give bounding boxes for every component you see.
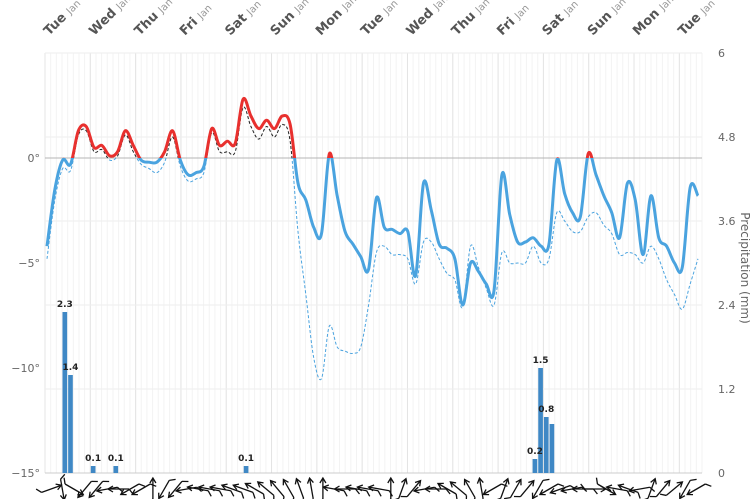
precipitation-bar [532,459,538,473]
wind-arrow [356,484,382,497]
day-label: Wed Jan [87,0,134,39]
wind-arrow [449,481,468,499]
wind-arrow [476,476,484,499]
day-label: Fri Jan [494,1,532,39]
wind-arrow [659,481,684,497]
wind-arrow [174,486,202,494]
day-label: Mon Jan [630,0,677,39]
precipitation-label: 0.1 [85,454,101,464]
day-label: Mon Jan [313,0,360,39]
day-label: Thu Jan [132,0,176,39]
precipitation-bar [113,466,119,473]
day-label: Sat Jan [222,0,264,39]
precipitation-bar [62,312,68,473]
precipitation-bar [538,368,543,473]
precipitation-label: 0.1 [108,454,124,464]
y-tick-right: 2.4 [718,299,736,312]
wind-arrow [463,478,476,499]
wind-arrow [232,483,256,499]
wind-arrow [513,479,535,498]
wind-arrow [77,480,98,499]
y-tick-left: 0° [28,152,41,165]
precipitation-labels: 2.31.40.10.10.10.21.50.80.10.50.10.10.1 [57,300,554,464]
precipitation-bar [549,424,555,473]
precipitation-bar [68,375,73,473]
y-axis-right-title: Precipitation (mm) [738,212,750,324]
wind-arrow [580,483,607,493]
y-tick-right: 6 [718,47,725,60]
precipitation-label: 0.8 [538,405,554,415]
day-label: Sun Jan [585,0,629,39]
day-label: Tue Jan [41,0,84,39]
wind-arrow [423,485,451,495]
precipitation-label: 1.5 [533,356,549,366]
wind-arrow [294,477,305,499]
wind-arrow [269,479,285,499]
day-label: Fri Jan [177,1,215,39]
wind-arrow [59,473,67,499]
temperature-lines [45,96,700,381]
wind-arrow [649,479,671,498]
wind-arrow [119,483,146,496]
wind-arrow [503,478,522,499]
y-tick-right: 1.2 [718,383,736,396]
wind-arrow [244,482,266,499]
precipitation-label: 1.4 [63,363,79,373]
wind-arrow [186,484,212,497]
wind-arrow [686,483,712,496]
y-tick-left: −15° [11,467,40,480]
wind-arrow [538,483,565,496]
precipitation-label: 0.2 [527,447,543,457]
y-tick-right: 0 [718,467,725,480]
wind-arrows [35,473,712,499]
precipitation-bar [243,466,249,473]
wind-arrow [617,483,641,499]
wind-arrow [344,484,371,497]
wind-arrow [595,477,617,496]
wind-arrow [400,479,422,498]
wind-arrow [436,482,458,499]
wind-arrow [319,476,327,499]
wind-arrow [627,486,656,494]
y-axis-left: 0° −5° −10° −15° [11,152,40,480]
day-label: Sat Jan [540,0,582,39]
wind-arrow [494,477,510,499]
wind-arrow [167,480,189,499]
wind-arrow [63,477,85,496]
wind-arrow [392,477,408,499]
grid [44,52,703,474]
y-tick-right: 3.6 [718,215,736,228]
wind-arrow [208,484,235,497]
precipitation-bar [543,417,549,473]
wind-arrow [220,483,245,499]
temperature-line-above [62,96,594,158]
precipitation-label: 0.1 [238,454,254,464]
y-axis-right: 0 1.2 2.4 3.6 4.8 6 [718,47,736,480]
wind-arrow [197,484,224,497]
day-label: Tue Jan [676,0,719,39]
wind-arrow [306,476,314,499]
day-label: Tue Jan [358,0,401,39]
wind-arrow [88,480,110,499]
wind-arrow [482,483,508,496]
precipitation-bars [62,312,555,473]
wind-arrow [387,476,395,499]
y-tick-left: −10° [11,362,40,375]
wind-arrow [35,483,63,494]
temperature-line-below [45,158,700,307]
windchill-line-below [46,158,699,381]
precipitation-label: 2.3 [57,300,73,310]
y-tick-left: −5° [18,257,40,270]
wind-arrow [333,485,361,495]
day-label: Wed Jan [404,0,451,39]
day-label: Thu Jan [449,0,493,39]
y-tick-right: 4.8 [718,131,736,144]
wind-arrow [531,478,550,499]
precipitation-bar [90,466,96,473]
wind-arrow [149,476,157,499]
wind-arrow [605,484,631,497]
day-label: Sun Jan [268,0,312,39]
